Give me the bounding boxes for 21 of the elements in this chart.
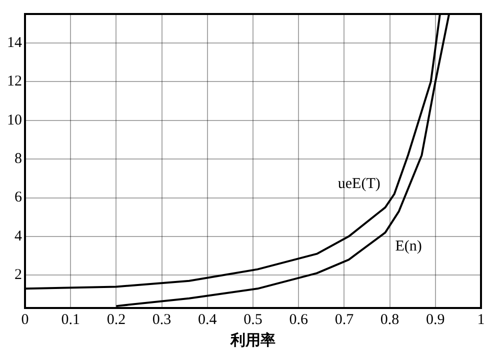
y-tick-label: 10: [7, 112, 22, 128]
x-tick-label: 0.1: [61, 312, 80, 328]
y-tick-label: 4: [14, 228, 22, 244]
series-label: ueE(T): [338, 176, 380, 192]
x-tick-label: 0: [21, 312, 29, 328]
x-tick-label: 0.5: [244, 312, 262, 328]
y-tick-label: 12: [7, 74, 22, 90]
y-tick-label: 2: [14, 267, 22, 284]
y-tick-label: 8: [14, 151, 22, 168]
x-tick-label: 0.7: [334, 312, 354, 328]
series-label: E(n): [395, 238, 422, 255]
x-tick-label: 0.2: [106, 312, 126, 328]
y-tick-label: 14: [7, 34, 22, 51]
x-tick-label: 0.6: [289, 312, 308, 328]
x-tick-label: 0.4: [198, 312, 218, 328]
x-tick-label: 0.3: [152, 312, 172, 328]
x-tick-label: 0.8: [380, 312, 400, 328]
x-axis-title: 利用率: [230, 330, 276, 349]
x-tick-label: 1: [477, 312, 485, 328]
y-tick-label: 6: [14, 190, 22, 206]
x-tick-label: 0.9: [426, 312, 445, 328]
